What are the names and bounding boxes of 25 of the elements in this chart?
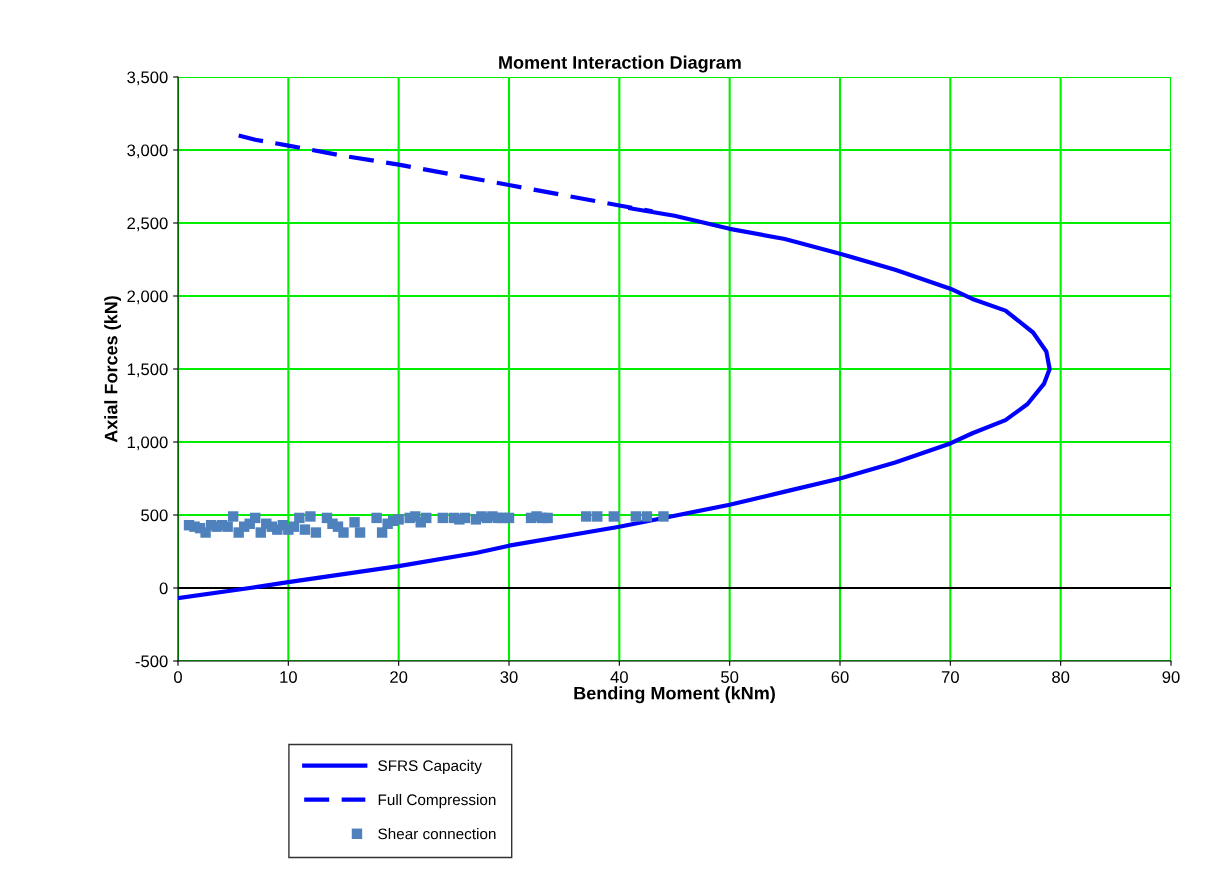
y-tick-label: 2,000 — [127, 290, 168, 305]
y-tick-label: 2,500 — [127, 217, 168, 232]
x-tick-label: 70 — [941, 671, 959, 683]
y-tick-label: 3,000 — [127, 144, 168, 159]
x-tick-label: 40 — [610, 671, 628, 683]
y-axis-title: Axial Forces (kN) — [104, 296, 122, 443]
chart-title: Moment Interaction Diagram — [499, 55, 741, 73]
legend-label: SFRS Capacity — [378, 759, 482, 775]
legend-label: Shear connection — [378, 828, 496, 840]
y-tick-label: -500 — [135, 655, 168, 668]
x-tick-label: 30 — [500, 671, 518, 683]
x-tick-label: 0 — [174, 671, 182, 683]
x-tick-label: 60 — [831, 671, 849, 683]
y-tick-label: 0 — [159, 582, 168, 595]
y-tick-label: 1,500 — [127, 363, 168, 378]
x-tick-label: 10 — [280, 671, 297, 683]
x-tick-label: 20 — [390, 671, 408, 683]
y-tick-label: 1,000 — [127, 436, 168, 451]
x-tick-label: 50 — [721, 671, 739, 683]
x-axis-title: Bending Moment (kNm) — [574, 686, 775, 704]
x-tick-label: 90 — [1162, 671, 1180, 683]
y-tick-label: 3,500 — [127, 71, 168, 86]
y-tick-label: 500 — [141, 509, 168, 522]
legend-label: Full Compression — [378, 793, 496, 809]
x-tick-label: 80 — [1052, 671, 1070, 683]
